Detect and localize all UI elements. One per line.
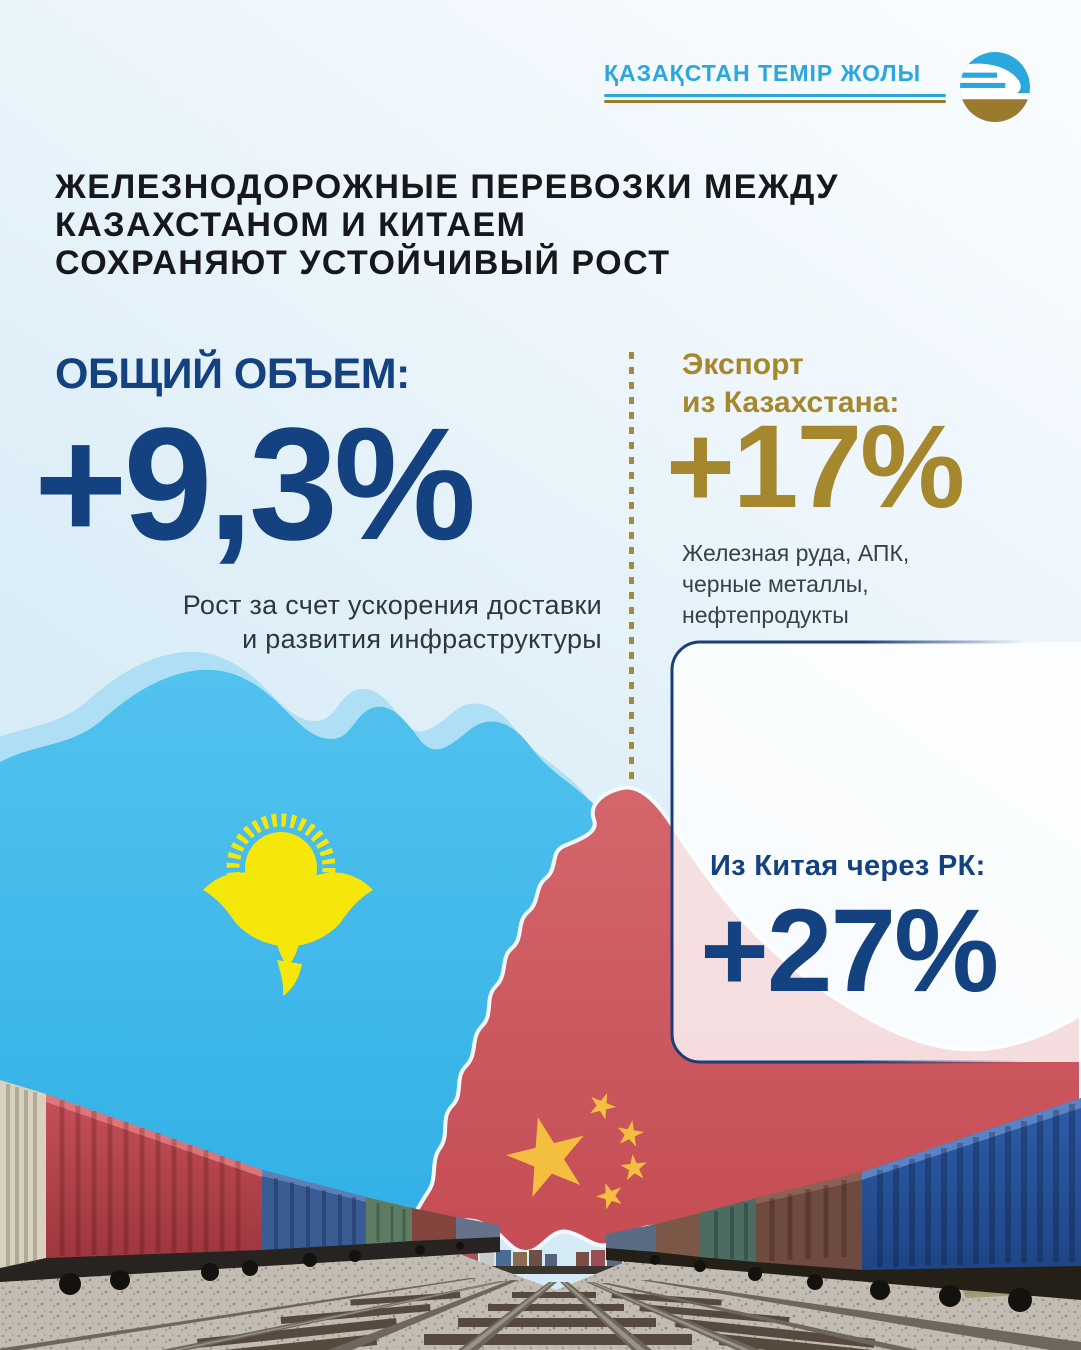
freight-train-left bbox=[0, 1080, 500, 1295]
total-volume-note: Рост за счет ускорения доставки и развит… bbox=[40, 588, 602, 656]
dotted-divider bbox=[629, 352, 634, 786]
logo-underline-gold bbox=[604, 100, 946, 103]
transit-value: +27% bbox=[700, 885, 999, 1017]
total-note-line2: и развития инфраструктуры bbox=[242, 624, 602, 654]
total-note-line1: Рост за счет ускорения доставки bbox=[182, 590, 602, 620]
ktz-logo: ҚАЗАҚСТАН ТЕМІР ЖОЛЫ bbox=[604, 50, 1032, 124]
total-volume-label: ОБЩИЙ ОБЪЕМ: bbox=[55, 350, 410, 398]
headline-line1: ЖЕЛЕЗНОДОРОЖНЫЕ ПЕРЕВОЗКИ МЕЖДУ bbox=[55, 168, 839, 206]
ktz-train-icon bbox=[960, 52, 1030, 122]
logo-underline-blue bbox=[604, 94, 946, 97]
export-label-line2: из Казахстана: bbox=[682, 386, 900, 419]
export-commodities-line3: нефтепродукты bbox=[682, 602, 849, 628]
kazakh-flag-eagle-icon bbox=[203, 872, 373, 996]
page-title: ЖЕЛЕЗНОДОРОЖНЫЕ ПЕРЕВОЗКИ МЕЖДУ КАЗАХСТА… bbox=[55, 168, 1005, 282]
export-commodities-line1: Железная руда, АПК, bbox=[682, 540, 910, 566]
transit-card bbox=[670, 640, 1081, 1064]
ktz-wordmark: ҚАЗАҚСТАН ТЕМІР ЖОЛЫ bbox=[604, 60, 922, 86]
total-volume-value: +9,3% bbox=[34, 394, 476, 573]
export-value: +17% bbox=[666, 401, 965, 533]
export-commodities-line2: черные металлы, bbox=[682, 571, 869, 597]
headline-line3: СОХРАНЯЮТ УСТОЙЧИВЫЙ РОСТ bbox=[55, 244, 671, 282]
ktz-wordmark-wrap: ҚАЗАҚСТАН ТЕМІР ЖОЛЫ bbox=[604, 50, 946, 103]
headline-line2: КАЗАХСТАНОМ И КИТАЕМ bbox=[55, 206, 527, 244]
export-label: Экспорт из Казахстана: bbox=[682, 346, 899, 422]
export-commodities: Железная руда, АПК, черные металлы, нефт… bbox=[682, 538, 909, 631]
export-label-line1: Экспорт bbox=[682, 348, 804, 381]
railway-tracks bbox=[0, 1278, 1081, 1350]
transit-label: Из Китая через РК: bbox=[710, 850, 986, 882]
freight-train-right bbox=[606, 1098, 1081, 1312]
